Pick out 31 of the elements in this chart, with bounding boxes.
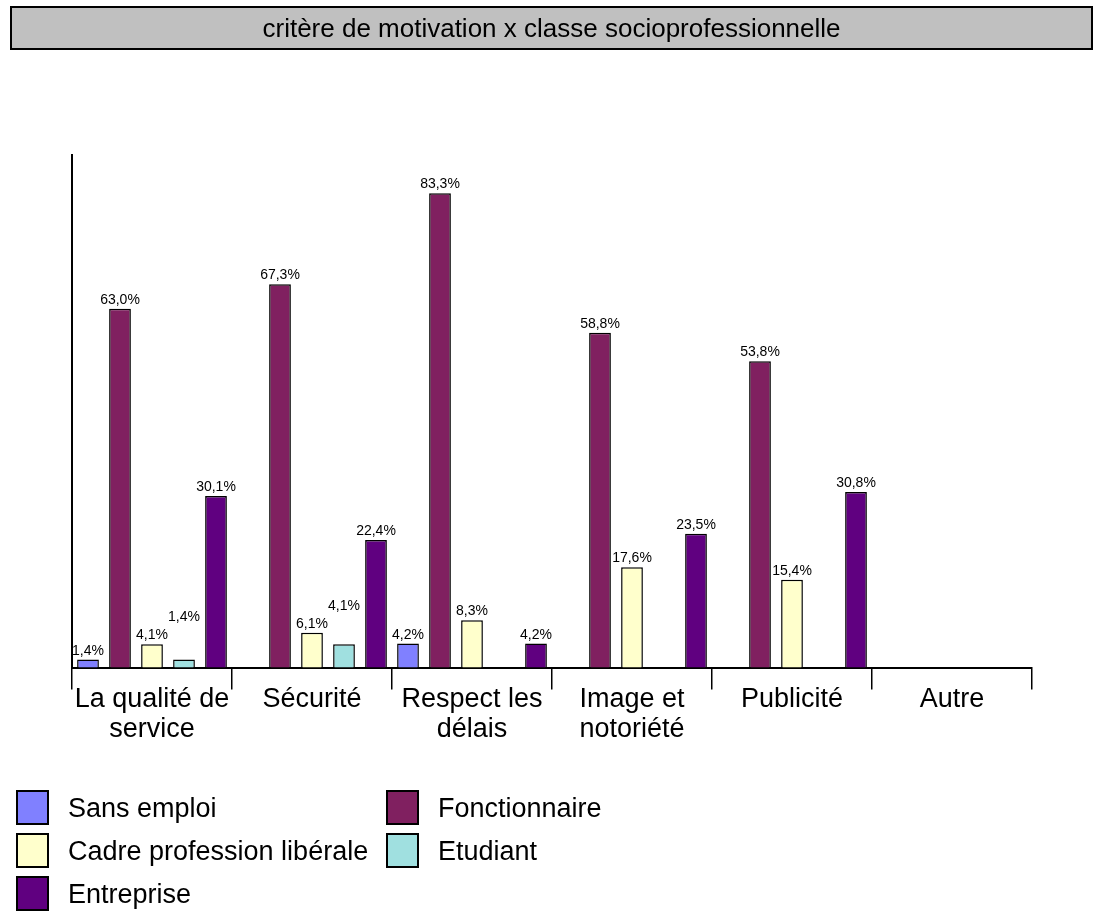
legend-label: Cadre profession libérale <box>68 834 369 867</box>
x-tick-label: Autre <box>919 683 985 714</box>
data-label: 58,8% <box>580 314 620 331</box>
data-label: 22,4% <box>356 521 396 538</box>
data-label: 8,3% <box>456 602 488 619</box>
x-tick-label: Sécurité <box>262 683 362 714</box>
data-label: 4,2% <box>520 625 552 642</box>
data-label: 4,1% <box>328 596 360 613</box>
data-label: 4,2% <box>392 625 424 642</box>
data-label: 83,3% <box>420 175 460 192</box>
data-label: 30,8% <box>836 474 876 491</box>
data-label: 15,4% <box>772 561 812 578</box>
x-tick-label: Image et notoriété <box>579 683 686 744</box>
data-label: 23,5% <box>676 515 716 532</box>
x-tick-label: Respect les délais <box>401 683 543 744</box>
legend-label: Fonctionnaire <box>438 791 602 824</box>
data-label: 67,3% <box>260 266 300 283</box>
data-label: 17,6% <box>612 549 652 566</box>
legend-label: Entreprise <box>68 877 192 910</box>
legend-label: Sans emploi <box>68 791 217 824</box>
chart-title: critère de motivation x classe socioprofessionnelle <box>262 13 841 43</box>
legend-label: Etudiant <box>438 834 538 867</box>
x-tick-label: Publicité <box>740 683 844 714</box>
data-label: 6,1% <box>296 614 328 631</box>
data-label: 63,0% <box>100 290 140 307</box>
data-label: 53,8% <box>740 343 780 360</box>
data-label: 1,4% <box>72 641 104 658</box>
x-tick-label: La qualité de service <box>74 683 230 744</box>
data-label: 1,4% <box>168 608 200 625</box>
data-label: 4,1% <box>136 626 168 643</box>
data-label: 30,1% <box>196 478 236 495</box>
